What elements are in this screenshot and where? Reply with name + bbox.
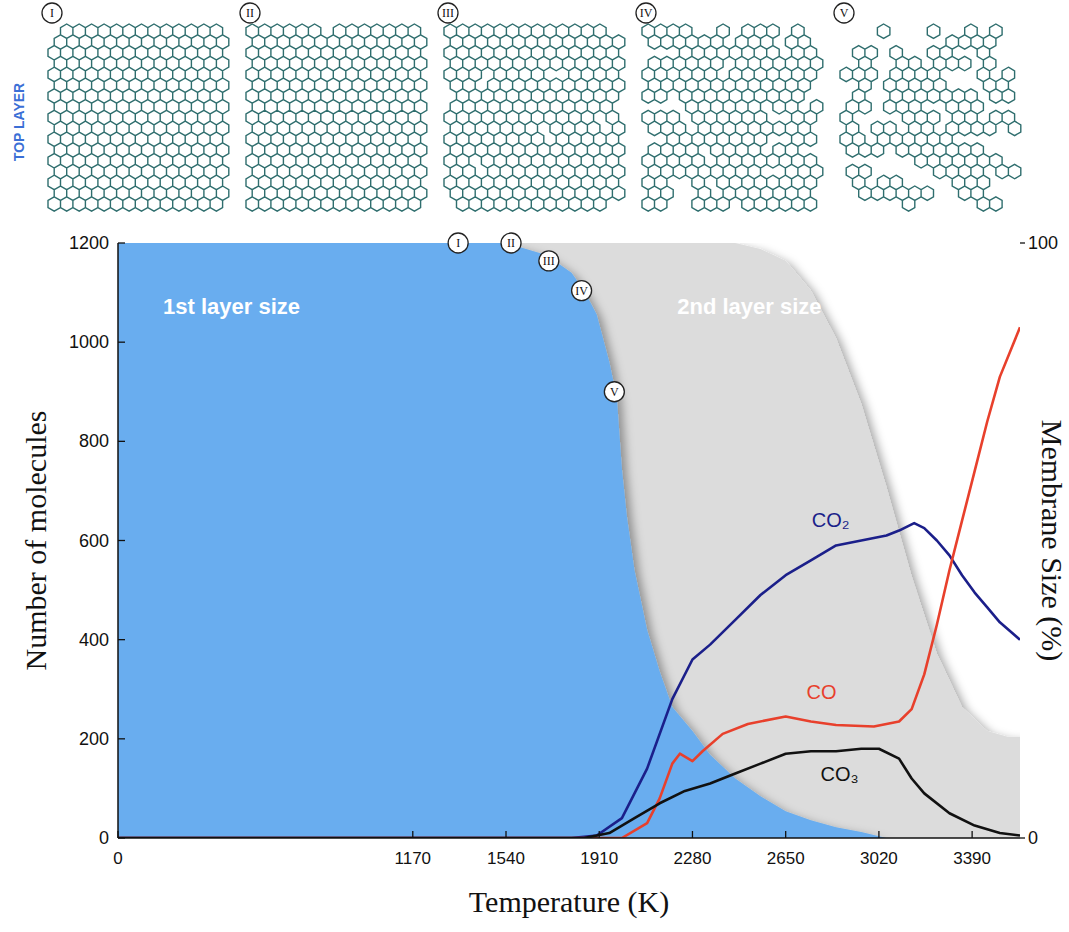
snapshot-panel: I <box>42 3 229 211</box>
y-tick <box>118 242 125 243</box>
lattice <box>444 24 625 211</box>
x-tick <box>785 831 786 838</box>
snapshot-badge <box>240 3 260 23</box>
snapshot-panel: II <box>240 3 427 211</box>
x-tick <box>412 831 413 838</box>
snapshot-label: IV <box>640 6 653 20</box>
lattice <box>642 24 823 211</box>
snapshot-label: V <box>840 6 849 20</box>
snapshot-marker-label: V <box>610 385 619 399</box>
x-tick-label: 3390 <box>953 849 991 868</box>
snapshot-badge <box>834 3 854 23</box>
area-label: 1st layer size <box>163 294 300 319</box>
snapshot-marker-label: III <box>543 254 555 268</box>
line-label: CO₃ <box>821 763 859 785</box>
snapshot-panel: V <box>834 3 1021 211</box>
plot-area <box>118 243 1020 838</box>
y-tick-label: 200 <box>79 729 109 749</box>
lattice <box>48 24 229 211</box>
x-tick-label: 2650 <box>767 849 805 868</box>
x-axis-line <box>118 837 1020 839</box>
line <box>118 749 1020 838</box>
x-tick-label: 2280 <box>674 849 712 868</box>
x-tick-label: 1910 <box>580 849 618 868</box>
snapshot-badge <box>636 3 656 23</box>
area <box>118 243 1020 838</box>
side-label: TOP LAYER <box>11 83 27 161</box>
y-tick <box>118 540 125 541</box>
snapshot-label: III <box>442 6 454 20</box>
line-label: CO <box>807 681 837 703</box>
y-axis-title: Number of molecules <box>19 411 52 671</box>
snapshot-marker-label: II <box>507 236 515 250</box>
y-tick-label: 600 <box>79 531 109 551</box>
snapshot-marker <box>604 382 624 402</box>
snapshot-marker-label: IV <box>575 284 588 298</box>
x-tick <box>599 831 600 838</box>
snapshot-marker <box>539 251 559 271</box>
y2-axis-title: Membrane Size (%) <box>1035 420 1069 662</box>
x-tick <box>117 831 118 838</box>
snapshot-label: I <box>50 6 54 20</box>
y-tick-label: 0 <box>99 828 109 848</box>
x-tick <box>878 831 879 838</box>
lattice <box>840 24 1021 211</box>
chart: IIIIIIIVVTOP LAYER0200400600800100012000… <box>0 0 1069 932</box>
snapshot-label: II <box>246 6 254 20</box>
axes: 0200400600800100012000117015401910228026… <box>69 233 1058 868</box>
snapshot-badge <box>438 3 458 23</box>
y-tick <box>118 342 125 343</box>
area <box>118 243 1020 838</box>
y-tick <box>118 441 125 442</box>
x-tick <box>692 831 693 838</box>
area-label: 2nd layer size <box>677 294 821 319</box>
y2-tick-label: 0 <box>1028 828 1038 848</box>
snapshot-marker-label: I <box>456 236 460 250</box>
snapshot-panel: IV <box>636 3 823 211</box>
line <box>118 523 1020 838</box>
x-tick-label: 1540 <box>487 849 525 868</box>
y-tick-label: 800 <box>79 431 109 451</box>
x-axis-title: Temperature (K) <box>469 885 669 919</box>
y2-tick <box>1020 242 1025 243</box>
snapshot-markers: IIIIIIIVV <box>448 233 624 402</box>
x-tick-label: 3020 <box>860 849 898 868</box>
snapshot-badge <box>42 3 62 23</box>
y-tick <box>118 738 125 739</box>
x-tick <box>505 831 506 838</box>
line-label: CO₂ <box>812 509 850 531</box>
snapshot-marker <box>572 281 592 301</box>
lattice <box>246 24 427 211</box>
y-tick <box>118 639 125 640</box>
x-tick-label: 0 <box>113 849 122 868</box>
y2-tick-label: 100 <box>1028 233 1058 253</box>
y-tick <box>118 837 125 838</box>
snapshot-marker <box>501 233 521 253</box>
y-tick-label: 1200 <box>69 233 109 253</box>
y2-tick <box>1020 837 1025 838</box>
y-tick-label: 1000 <box>69 332 109 352</box>
line <box>118 327 1020 838</box>
x-tick <box>971 831 972 838</box>
snapshot-marker <box>448 233 468 253</box>
series-labels: 2nd layer size 1st layer size CO₂ CO CO₃ <box>163 294 859 784</box>
y-tick-label: 400 <box>79 630 109 650</box>
snapshot-panel: III <box>438 3 625 211</box>
x-tick-label: 1170 <box>395 849 432 868</box>
